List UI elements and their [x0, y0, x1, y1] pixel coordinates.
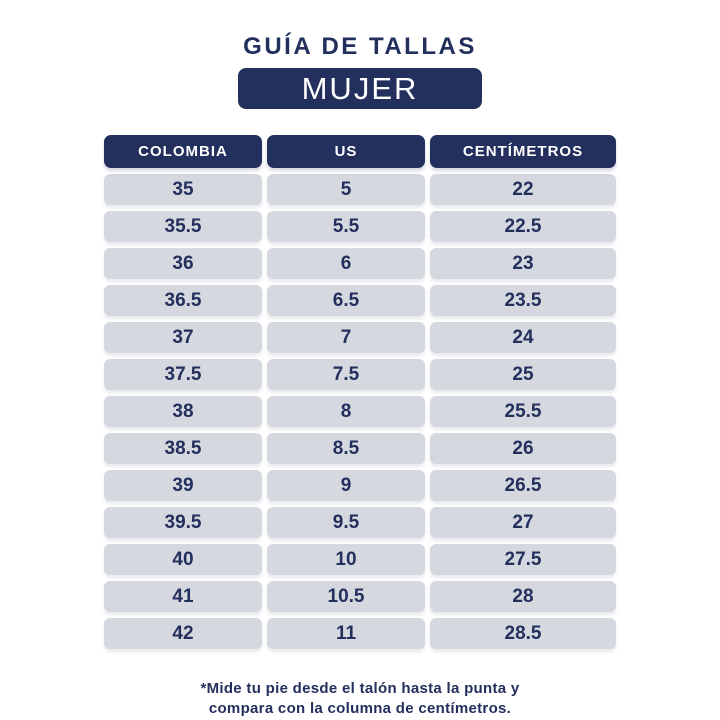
- table-cell: 6: [267, 248, 425, 279]
- table-cell: 8: [267, 396, 425, 427]
- table-cell: 37.5: [104, 359, 262, 390]
- table-cell: 41: [104, 581, 262, 612]
- table-cell: 28.5: [430, 618, 616, 649]
- table-cell: 28: [430, 581, 616, 612]
- table-cell: 27: [430, 507, 616, 538]
- size-table: COLOMBIA US CENTÍMETROS 35 5 22 35.5 5.5 22.5…: [104, 135, 616, 649]
- table-cell: 23: [430, 248, 616, 279]
- table-cell: 22.5: [430, 211, 616, 242]
- table-cell: 10.5: [267, 581, 425, 612]
- table-cell: 25.5: [430, 396, 616, 427]
- table-cell: 37: [104, 322, 262, 353]
- page-title: GUÍA DE TALLAS: [243, 33, 477, 60]
- table-cell: 5: [267, 174, 425, 205]
- table-cell: 42: [104, 618, 262, 649]
- table-cell: 26: [430, 433, 616, 464]
- table-cell: 9: [267, 470, 425, 501]
- table-cell: 39.5: [104, 507, 262, 538]
- column-header-us: US: [267, 135, 425, 168]
- table-cell: 38.5: [104, 433, 262, 464]
- table-cell: 27.5: [430, 544, 616, 575]
- table-cell: 7: [267, 322, 425, 353]
- table-cell: 38: [104, 396, 262, 427]
- footnote-line-2: compara con la columna de centímetros.: [208, 700, 512, 717]
- footnote: *Mide tu pie desde el talón hasta la pun…: [0, 679, 720, 719]
- table-cell: 6.5: [267, 285, 425, 316]
- column-header-colombia: COLOMBIA: [104, 135, 262, 168]
- table-cell: 10: [267, 544, 425, 575]
- table-cell: 35: [104, 174, 262, 205]
- table-cell: 9.5: [267, 507, 425, 538]
- gender-badge-label: MUJER: [301, 70, 419, 106]
- footnote-line-1: *Mide tu pie desde el talón hasta la pun…: [200, 680, 520, 697]
- table-cell: 25: [430, 359, 616, 390]
- table-cell: 11: [267, 618, 425, 649]
- table-cell: 8.5: [267, 433, 425, 464]
- table-cell: 24: [430, 322, 616, 353]
- table-cell: 35.5: [104, 211, 262, 242]
- table-cell: 40: [104, 544, 262, 575]
- table-cell: 36: [104, 248, 262, 279]
- table-cell: 23.5: [430, 285, 616, 316]
- table-cell: 22: [430, 174, 616, 205]
- gender-badge: MUJER: [238, 68, 482, 109]
- table-cell: 39: [104, 470, 262, 501]
- column-header-centimetros: CENTÍMETROS: [430, 135, 616, 168]
- table-cell: 5.5: [267, 211, 425, 242]
- table-cell: 36.5: [104, 285, 262, 316]
- table-cell: 26.5: [430, 470, 616, 501]
- table-cell: 7.5: [267, 359, 425, 390]
